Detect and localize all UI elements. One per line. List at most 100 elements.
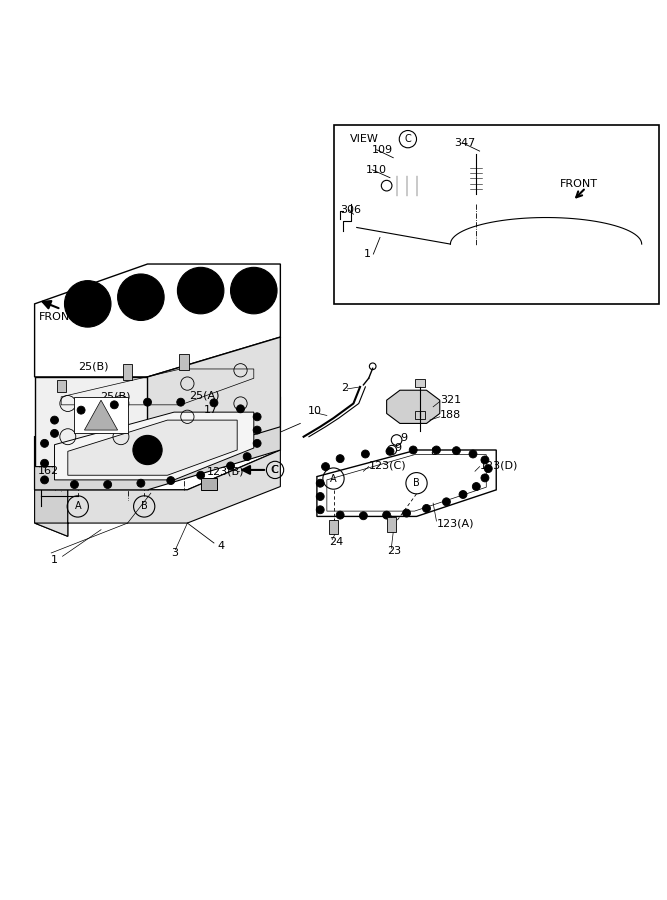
Circle shape	[316, 479, 324, 487]
Circle shape	[243, 453, 251, 461]
Text: 4: 4	[217, 541, 224, 552]
Circle shape	[321, 463, 329, 471]
Circle shape	[469, 450, 477, 458]
Circle shape	[472, 482, 480, 491]
Circle shape	[459, 491, 467, 499]
Circle shape	[126, 283, 155, 311]
Bar	[414, 411, 425, 419]
Text: C: C	[404, 134, 412, 144]
Circle shape	[186, 276, 215, 305]
Text: 123(D): 123(D)	[480, 460, 518, 471]
Bar	[334, 124, 659, 304]
Circle shape	[237, 405, 245, 413]
Circle shape	[227, 462, 235, 470]
Circle shape	[177, 267, 224, 314]
Circle shape	[316, 506, 324, 514]
Bar	[456, 234, 516, 277]
Polygon shape	[35, 427, 280, 490]
Circle shape	[452, 446, 460, 454]
Polygon shape	[68, 420, 237, 475]
Text: 306: 306	[340, 204, 361, 214]
Circle shape	[65, 281, 111, 327]
Circle shape	[484, 464, 492, 473]
Circle shape	[139, 442, 155, 458]
FancyBboxPatch shape	[389, 175, 424, 197]
Circle shape	[362, 450, 370, 458]
Text: C: C	[270, 465, 278, 475]
Text: 9: 9	[400, 433, 407, 443]
Polygon shape	[35, 397, 280, 490]
Circle shape	[197, 472, 205, 479]
Text: VIEW: VIEW	[350, 134, 379, 144]
Polygon shape	[147, 338, 280, 470]
Text: 8: 8	[430, 447, 437, 457]
Circle shape	[239, 276, 268, 305]
Circle shape	[167, 477, 175, 484]
Circle shape	[117, 274, 164, 320]
Circle shape	[133, 436, 162, 464]
Circle shape	[77, 406, 85, 414]
Circle shape	[360, 512, 368, 519]
Text: 1: 1	[51, 554, 58, 564]
Text: B: B	[413, 478, 420, 488]
Text: 3: 3	[171, 548, 178, 558]
Circle shape	[253, 439, 261, 447]
Text: 162: 162	[38, 466, 59, 476]
Circle shape	[481, 456, 489, 464]
Text: 188: 188	[440, 410, 461, 419]
Polygon shape	[48, 364, 267, 407]
Text: A: A	[75, 501, 81, 511]
Circle shape	[383, 511, 391, 519]
Text: 10: 10	[308, 407, 322, 417]
Text: 25(A): 25(A)	[189, 391, 220, 401]
Circle shape	[231, 267, 277, 314]
Circle shape	[410, 446, 417, 454]
Polygon shape	[35, 450, 280, 536]
Circle shape	[41, 459, 49, 467]
Circle shape	[432, 446, 440, 454]
Text: 9: 9	[394, 443, 401, 453]
Circle shape	[51, 429, 59, 437]
Circle shape	[143, 398, 151, 406]
Text: 23: 23	[387, 546, 401, 556]
Bar	[123, 364, 132, 381]
Text: FRONT: FRONT	[560, 179, 598, 189]
Bar	[414, 379, 425, 387]
Polygon shape	[85, 400, 117, 430]
Text: 24: 24	[329, 536, 343, 546]
Text: 25(B): 25(B)	[99, 392, 130, 402]
Circle shape	[137, 479, 145, 487]
Text: B: B	[141, 501, 147, 511]
Text: 2: 2	[342, 382, 349, 392]
Circle shape	[210, 399, 218, 407]
Polygon shape	[55, 412, 253, 480]
Circle shape	[253, 413, 261, 421]
FancyBboxPatch shape	[461, 179, 492, 206]
Circle shape	[110, 400, 118, 409]
Polygon shape	[364, 152, 410, 171]
Circle shape	[422, 505, 430, 512]
Circle shape	[316, 492, 324, 500]
Bar	[57, 380, 66, 392]
Circle shape	[253, 426, 261, 434]
Text: 17: 17	[204, 405, 218, 415]
Text: 123(C): 123(C)	[369, 460, 406, 471]
Circle shape	[403, 509, 411, 518]
Bar	[179, 354, 189, 370]
Text: 1: 1	[364, 249, 370, 259]
Circle shape	[73, 289, 102, 319]
Circle shape	[386, 447, 394, 455]
Text: A: A	[330, 473, 337, 483]
Circle shape	[177, 398, 185, 406]
Bar	[387, 518, 396, 532]
Text: C: C	[271, 465, 278, 475]
Circle shape	[41, 439, 49, 447]
Bar	[329, 519, 338, 535]
Text: 347: 347	[454, 138, 476, 148]
Circle shape	[336, 511, 344, 519]
Polygon shape	[35, 264, 280, 377]
Text: 123(A): 123(A)	[436, 518, 474, 528]
Polygon shape	[317, 450, 496, 517]
Circle shape	[336, 454, 344, 463]
Text: 109: 109	[372, 145, 392, 155]
